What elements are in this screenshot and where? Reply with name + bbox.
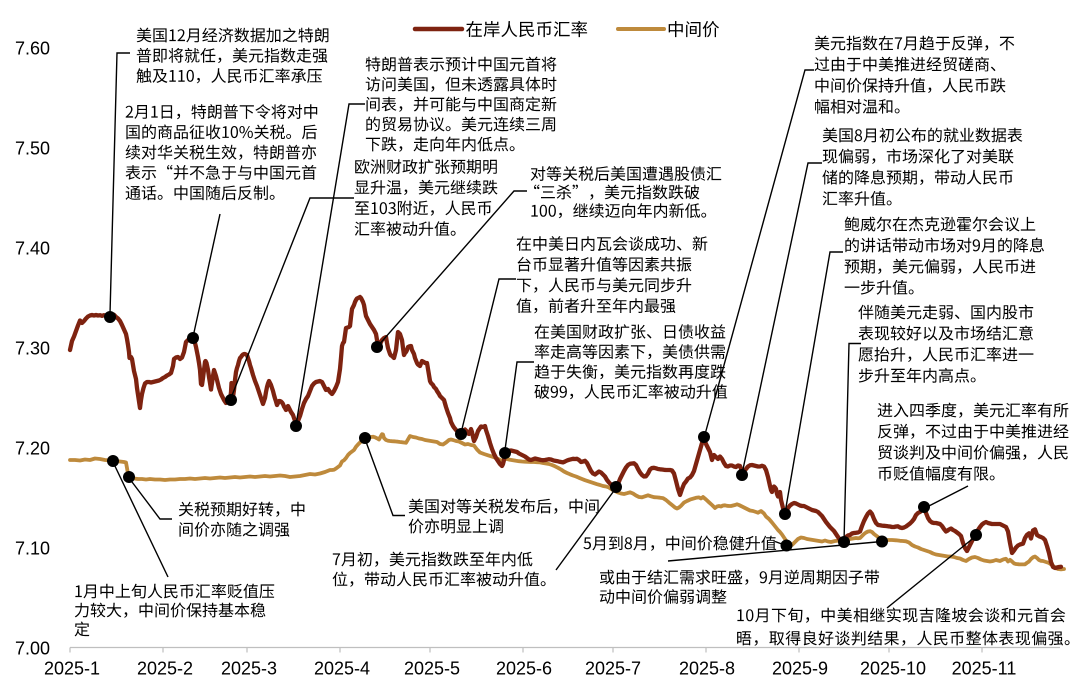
svg-text:2025-2: 2025-2 xyxy=(137,658,193,678)
svg-text:7.00: 7.00 xyxy=(15,638,50,658)
svg-text:2025-4: 2025-4 xyxy=(314,658,370,678)
svg-text:2025-10: 2025-10 xyxy=(860,658,926,678)
svg-text:2025-1: 2025-1 xyxy=(44,658,100,678)
svg-text:2025-9: 2025-9 xyxy=(772,658,828,678)
svg-text:7.30: 7.30 xyxy=(15,338,50,358)
svg-text:7.10: 7.10 xyxy=(15,538,50,558)
svg-text:7.20: 7.20 xyxy=(15,438,50,458)
svg-text:7.40: 7.40 xyxy=(15,238,50,258)
svg-text:2025-7: 2025-7 xyxy=(585,658,641,678)
svg-text:2025-6: 2025-6 xyxy=(496,658,552,678)
svg-text:2025-3: 2025-3 xyxy=(221,658,277,678)
svg-text:7.50: 7.50 xyxy=(15,138,50,158)
svg-text:2025-5: 2025-5 xyxy=(404,658,460,678)
svg-text:2025-11: 2025-11 xyxy=(952,658,1017,678)
svg-text:2025-8: 2025-8 xyxy=(679,658,735,678)
svg-text:7.60: 7.60 xyxy=(15,38,50,58)
